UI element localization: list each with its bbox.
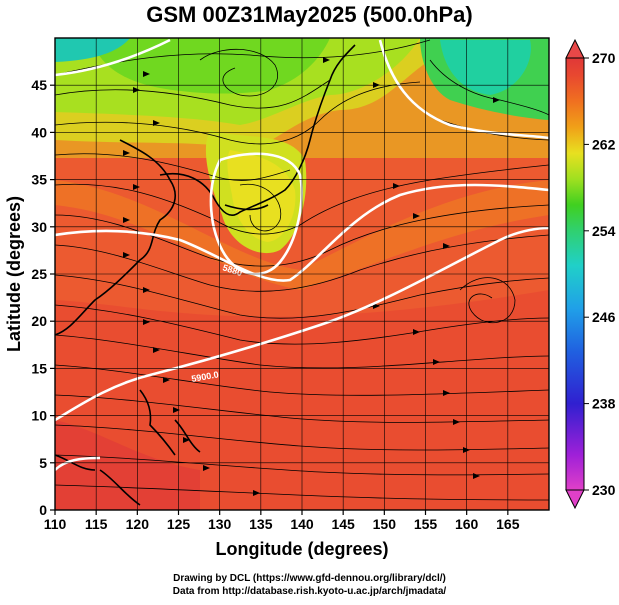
- x-tick-label: 140: [290, 516, 314, 532]
- colorbar-tick-label: 254: [592, 223, 616, 239]
- colorbar-ticks: 230 238 246 254 262 270: [584, 50, 616, 498]
- figure-title: GSM 00Z31May2025 (500.0hPa): [146, 2, 473, 27]
- colorbar-bottom-triangle: [565, 489, 585, 510]
- x-axis-ticks: 110 115 120 125 130 135 140 145 150 155 160 165: [44, 510, 520, 532]
- credits: Drawing by DCL (https://www.gfd-dennou.o…: [0, 572, 619, 598]
- x-tick-label: 145: [331, 516, 355, 532]
- y-tick-label: 45: [31, 77, 47, 93]
- x-tick-label: 115: [85, 516, 108, 532]
- x-axis-label: Longitude (degrees): [215, 539, 388, 559]
- x-tick-label: 120: [126, 516, 150, 532]
- x-tick-label: 160: [455, 516, 479, 532]
- y-tick-label: 5: [39, 455, 47, 471]
- colorbar-top-triangle: [565, 38, 585, 59]
- y-tick-label: 0: [39, 502, 47, 518]
- x-tick-label: 165: [496, 516, 520, 532]
- colorbar-tick-label: 230: [592, 482, 616, 498]
- credit-line-data: Data from http://database.rish.kyoto-u.a…: [172, 586, 447, 597]
- colorbar-tick-label: 238: [592, 396, 616, 412]
- contour-label: 5900.0: [191, 369, 220, 384]
- colorbar-tick-label: 262: [592, 136, 616, 152]
- y-axis-label: Latitude (degrees): [4, 196, 24, 352]
- geopotential-contours: [55, 38, 549, 471]
- coastlines: [55, 44, 356, 506]
- y-tick-label: 40: [31, 124, 47, 140]
- credit-line-drawing: Drawing by DCL (https://www.gfd-dennou.o…: [173, 573, 446, 584]
- y-tick-label: 25: [31, 266, 47, 282]
- y-tick-label: 20: [31, 313, 47, 329]
- grid-lines: [55, 38, 549, 510]
- x-tick-label: 135: [249, 516, 273, 532]
- colorbar-body: [565, 57, 585, 491]
- y-tick-label: 10: [31, 408, 47, 424]
- x-tick-label: 150: [373, 516, 397, 532]
- y-axis-ticks: 0 5 10 15 20 25 30 35 40 45: [31, 77, 55, 518]
- x-tick-label: 130: [208, 516, 232, 532]
- colorbar: 230 238 246 254 262 270: [565, 38, 616, 510]
- colorbar-tick-label: 270: [592, 50, 616, 66]
- y-tick-label: 15: [31, 360, 47, 376]
- x-tick-label: 125: [167, 516, 191, 532]
- colorbar-tick-label: 246: [592, 309, 616, 325]
- y-tick-label: 30: [31, 219, 47, 235]
- y-tick-label: 35: [31, 172, 47, 188]
- x-tick-label: 155: [414, 516, 438, 532]
- x-tick-label: 110: [44, 516, 67, 532]
